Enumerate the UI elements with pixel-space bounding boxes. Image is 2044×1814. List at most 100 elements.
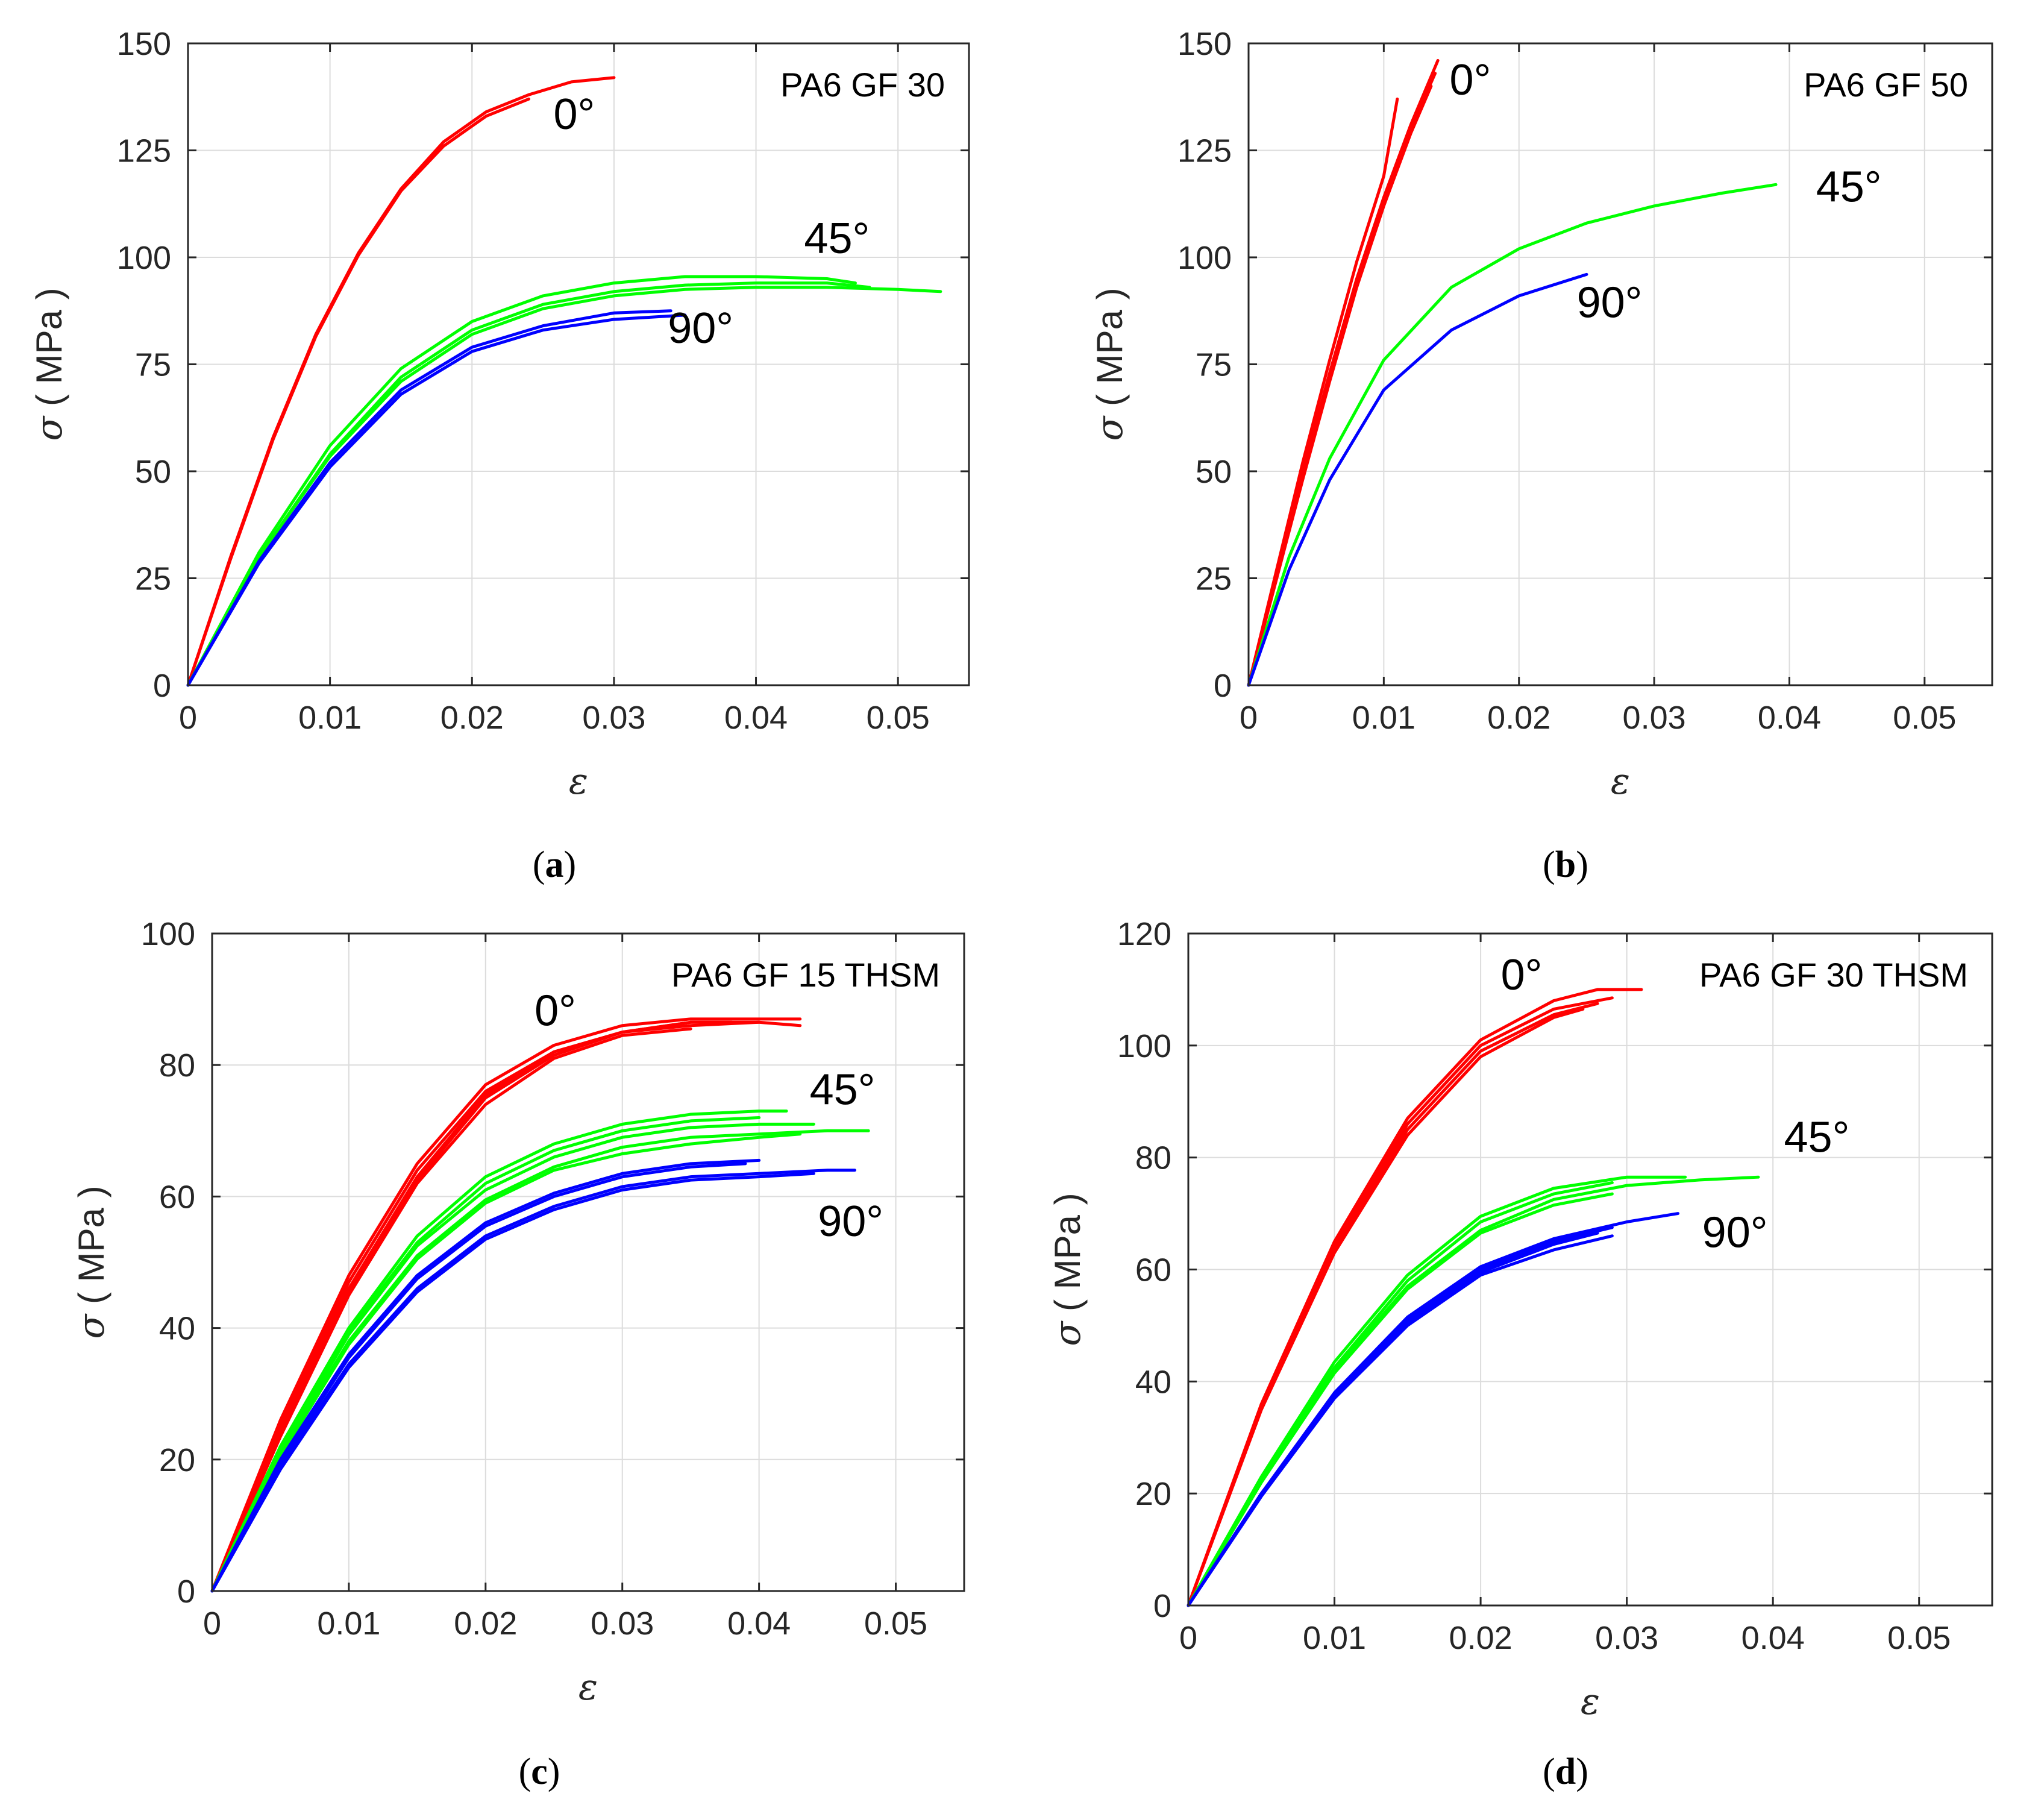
- y-axis-title: σ ( MPa ): [28, 287, 71, 441]
- panel-caption: (d): [1543, 1751, 1588, 1792]
- plot-area: [212, 934, 964, 1591]
- x-tick-label: 0.03: [1595, 1620, 1658, 1656]
- series-line: [1187, 1234, 1614, 1607]
- panel-caption: (c): [519, 1751, 560, 1792]
- y-axis-paren-open: (: [1047, 1289, 1088, 1321]
- y-axis-symbol: σ: [1089, 415, 1131, 441]
- x-axis-title: ε: [569, 761, 588, 803]
- curve-annotation: 90°: [818, 1197, 883, 1246]
- axes-frame: [211, 932, 965, 1592]
- y-tick-label: 20: [1135, 1476, 1171, 1512]
- panel-c: 0 0.01 0.02 0.03 0.04 0.05 0 20 40 60 80 100 ε σ ( MP…: [71, 916, 965, 1792]
- y-tick-label: 40: [159, 1311, 195, 1347]
- y-tick-label: 40: [1135, 1364, 1171, 1400]
- panel-d: 0 0.01 0.02 0.03 0.04 0.05 0 20 40 60 80 100 120 ε σ (…: [1047, 916, 1993, 1792]
- y-tick-label: 75: [135, 347, 171, 383]
- x-tick-label: 0.05: [1893, 700, 1956, 736]
- x-axis-title: ε: [578, 1666, 598, 1709]
- series-line: [1247, 272, 1588, 687]
- series-line: [1187, 1181, 1614, 1607]
- curve-annotation: 0°: [1450, 56, 1491, 104]
- panel-caption-close: ): [548, 1751, 560, 1792]
- y-axis-paren-open: (: [71, 1282, 111, 1314]
- curve-annotation: 0°: [535, 987, 576, 1035]
- x-tick-label: 0.05: [864, 1605, 927, 1642]
- series-line: [210, 1116, 761, 1593]
- y-axis-unit: MPa: [71, 1207, 111, 1282]
- x-tick-label: 0.05: [867, 700, 930, 736]
- series-line: [210, 1027, 692, 1593]
- y-tick-label: 50: [135, 454, 171, 490]
- plot-title: PA6 GF 15 THSM: [671, 956, 940, 994]
- y-tick-label: 80: [159, 1047, 195, 1084]
- x-tick-label: 0.02: [1449, 1620, 1513, 1656]
- series-line: [210, 1132, 802, 1593]
- series-line: [186, 313, 687, 687]
- series-line: [186, 275, 857, 687]
- y-tick-label: 150: [1177, 26, 1232, 62]
- series-line: [210, 1122, 815, 1593]
- series-line: [210, 1162, 747, 1593]
- curve-annotation: 0°: [554, 90, 595, 139]
- y-tick-label: 100: [141, 916, 195, 952]
- panel-caption-letter: a: [545, 844, 564, 885]
- x-tick-label: 0.04: [1741, 1620, 1805, 1656]
- curve-annotation: 90°: [1577, 278, 1643, 327]
- x-tick-label: 0.02: [454, 1605, 517, 1642]
- panel-caption-close: ): [1576, 1751, 1588, 1792]
- y-tick-label: 50: [1196, 454, 1232, 490]
- curve-annotation: 0°: [1501, 951, 1543, 999]
- x-tick-label: 0: [1240, 700, 1258, 736]
- x-tick-label: 0.04: [1758, 700, 1821, 736]
- y-tick-label: 125: [117, 133, 171, 169]
- panel-b: 0 0.01 0.02 0.03 0.04 0.05 0 25 50 75 100 125 150 ε σ …: [1089, 26, 1993, 885]
- series-line: [1187, 1007, 1585, 1607]
- y-tick-label: 20: [159, 1442, 195, 1478]
- y-tick-label: 0: [1214, 668, 1232, 704]
- y-tick-label: 60: [159, 1179, 195, 1215]
- x-tick-label: 0: [1179, 1620, 1197, 1656]
- y-axis-unit: MPa: [1089, 309, 1130, 384]
- y-axis-title: σ ( MPa ): [1089, 287, 1131, 441]
- panel-caption-open: (: [1543, 1751, 1555, 1792]
- x-tick-label: 0: [179, 700, 197, 736]
- series-line: [1187, 1175, 1687, 1607]
- x-tick-label: 0.02: [440, 700, 504, 736]
- panel-caption-letter: b: [1555, 844, 1576, 885]
- y-tick-label: 75: [1196, 347, 1232, 383]
- series-line: [1187, 1231, 1599, 1607]
- y-axis-paren-close: ): [1047, 1193, 1088, 1215]
- panel-caption-close: ): [564, 844, 577, 885]
- panel-caption: (b): [1543, 844, 1588, 885]
- x-tick-label: 0.03: [582, 700, 645, 736]
- x-tick-label: 0.04: [727, 1605, 791, 1642]
- x-tick-label: 0: [203, 1605, 221, 1642]
- series-line: [210, 1172, 815, 1593]
- y-axis-title: σ ( MPa ): [71, 1185, 113, 1339]
- panel-caption: (a): [533, 844, 576, 885]
- x-tick-label: 0.01: [1303, 1620, 1366, 1656]
- series-line: [186, 97, 531, 687]
- panel-caption-close: ): [1576, 844, 1588, 885]
- series-line: [1247, 72, 1437, 687]
- y-tick-label: 100: [1177, 240, 1232, 276]
- panel-caption-letter: c: [531, 1751, 548, 1792]
- y-axis-paren-open: (: [1089, 384, 1130, 416]
- x-tick-label: 0.01: [317, 1605, 380, 1642]
- series-line: [210, 1129, 870, 1593]
- x-tick-label: 0.01: [1352, 700, 1415, 736]
- y-tick-label: 100: [1117, 1028, 1171, 1064]
- y-tick-label: 25: [1196, 561, 1232, 597]
- series-line: [1247, 183, 1778, 687]
- series-line: [1187, 1192, 1614, 1607]
- panel-caption-open: (: [533, 844, 545, 885]
- panel-caption-open: (: [1543, 844, 1555, 885]
- x-tick-label: 0.04: [724, 700, 788, 736]
- y-axis-unit: MPa: [1047, 1214, 1088, 1289]
- x-tick-label: 0.03: [1623, 700, 1686, 736]
- y-axis-symbol: σ: [28, 415, 71, 441]
- y-axis-symbol: σ: [71, 1313, 113, 1339]
- x-tick-label: 0.05: [1887, 1620, 1951, 1656]
- x-tick-label: 0.01: [298, 700, 362, 736]
- panel-caption-letter: d: [1555, 1751, 1576, 1792]
